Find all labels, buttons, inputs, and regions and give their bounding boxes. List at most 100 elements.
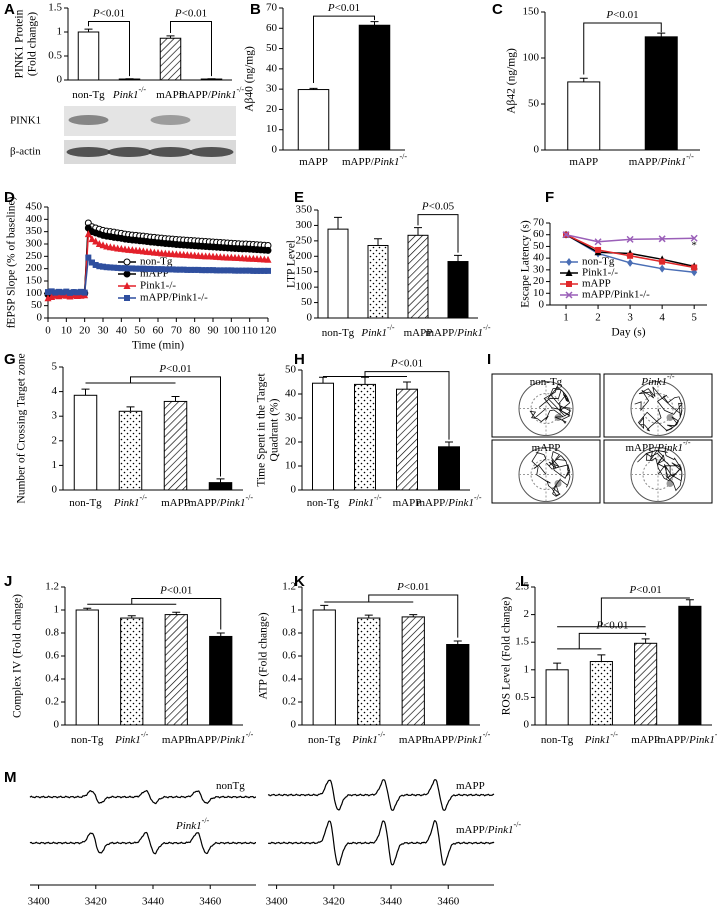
marker [124,295,130,301]
spectrum-label: nonTg [216,780,245,792]
y-tick-label: 350 [26,225,43,237]
marker [166,266,172,273]
error-bar [127,615,136,619]
error-bar [216,478,225,483]
marker [88,235,96,243]
annotation: P<0.01 [629,584,662,596]
marker [658,235,666,243]
marker [63,288,70,295]
marker [48,288,55,295]
bar [634,642,658,726]
legend-label: mAPP/Pink1-/- [140,292,208,304]
y-tick-label: 60 [533,228,545,240]
y-tick-label: 20 [266,103,278,115]
y-tick-label: 30 [285,412,297,424]
x-tick-label: Pink1-/- [347,493,382,509]
x-tick-label: Pink1-/- [113,493,148,509]
x-tick-label: mAPP/Pink1-/- [188,730,253,746]
x-tick-label: 5 [691,312,697,324]
y-tick-label: 2 [524,608,530,620]
legend-label: non-Tg [582,256,615,268]
x-tick-label: non-Tg [72,89,105,101]
bar [678,605,702,726]
track-label: mAPP/Pink1-/- [625,438,690,454]
x-tick-label: non-Tg [307,497,340,509]
blot-band [189,147,234,157]
x-tick-label: 10 [61,325,73,337]
marker [114,264,121,271]
quadrants [631,447,685,502]
marker [78,288,84,295]
significance-bracket [85,376,221,477]
y-axis-label: ROS Level (Fold change) [501,597,513,716]
marker [59,289,66,296]
bar [208,482,233,491]
legend-label: Pink1-/- [140,280,176,292]
y-tick-label: 0.6 [45,650,59,662]
x-axis-label: Time (min) [132,340,184,352]
x-tick-label: non-Tg [71,734,104,746]
swim-track [634,386,684,432]
annotation: * [691,239,697,251]
x-tick-label: mAPP/Pink1-/- [416,493,481,509]
marker [246,267,253,274]
x-tick-label: 70 [171,325,183,337]
y-tick-label: 0 [272,144,278,156]
marker [89,259,95,266]
bar [159,37,182,81]
marker [158,266,165,273]
bar [447,261,469,319]
marker [56,288,62,295]
marker [217,267,224,274]
y-tick-label: 1 [54,604,60,616]
y-tick-label: 400 [26,213,43,225]
blot-band [107,147,152,157]
spectrum-line [268,819,495,866]
significance-bracket [417,214,459,253]
y-tick-label: 450 [26,201,43,213]
legend-label: non-Tg [140,256,173,268]
y-tick-label: 0 [54,719,60,731]
bar [163,400,188,491]
error-bar [84,28,93,32]
track-label: Pink1-/- [640,372,675,388]
x-tick-label: mAPP/Pink1-/- [188,493,253,509]
bar [644,36,678,151]
y-tick-label: 0 [37,312,43,324]
error-bar [553,662,562,670]
error-bar [374,238,382,246]
annotation: P<0.01 [174,7,207,19]
track-label: non-Tg [530,376,563,388]
y-tick-label: 30 [266,83,278,95]
legend-label: mAPP/Pink1-/- [582,289,650,301]
x-tick-label: mAPP/Pink1-/- [425,323,490,339]
error-bar [172,611,181,615]
x-tick-label: 30 [98,325,110,337]
y-tick-label: 60 [266,22,278,34]
y-tick-label: 100 [26,287,43,299]
significance-bracket [583,22,662,75]
marker [627,258,634,267]
bar [367,244,389,319]
quadrants [519,381,573,436]
marker [147,265,154,272]
y-tick-label: 0 [534,144,540,156]
bar [297,89,330,151]
blot-band [150,115,191,125]
x-tick-label: mAPP [161,497,190,509]
blot-band [68,115,109,125]
error-bar [657,32,666,37]
y-axis-label: ATP (Fold change) [258,612,270,699]
panel-label: H [294,351,305,368]
y-tick-label: 250 [296,234,313,246]
error-bar [81,388,90,396]
significance-bracket [324,594,459,638]
y-tick-label: 0 [57,74,63,86]
marker [265,267,271,274]
panel-label: J [4,573,12,590]
x-tick-label: 3440 [380,896,403,908]
marker [96,263,103,270]
bar [545,669,569,726]
y-tick-label: 0.8 [282,627,296,639]
marker [566,281,572,287]
